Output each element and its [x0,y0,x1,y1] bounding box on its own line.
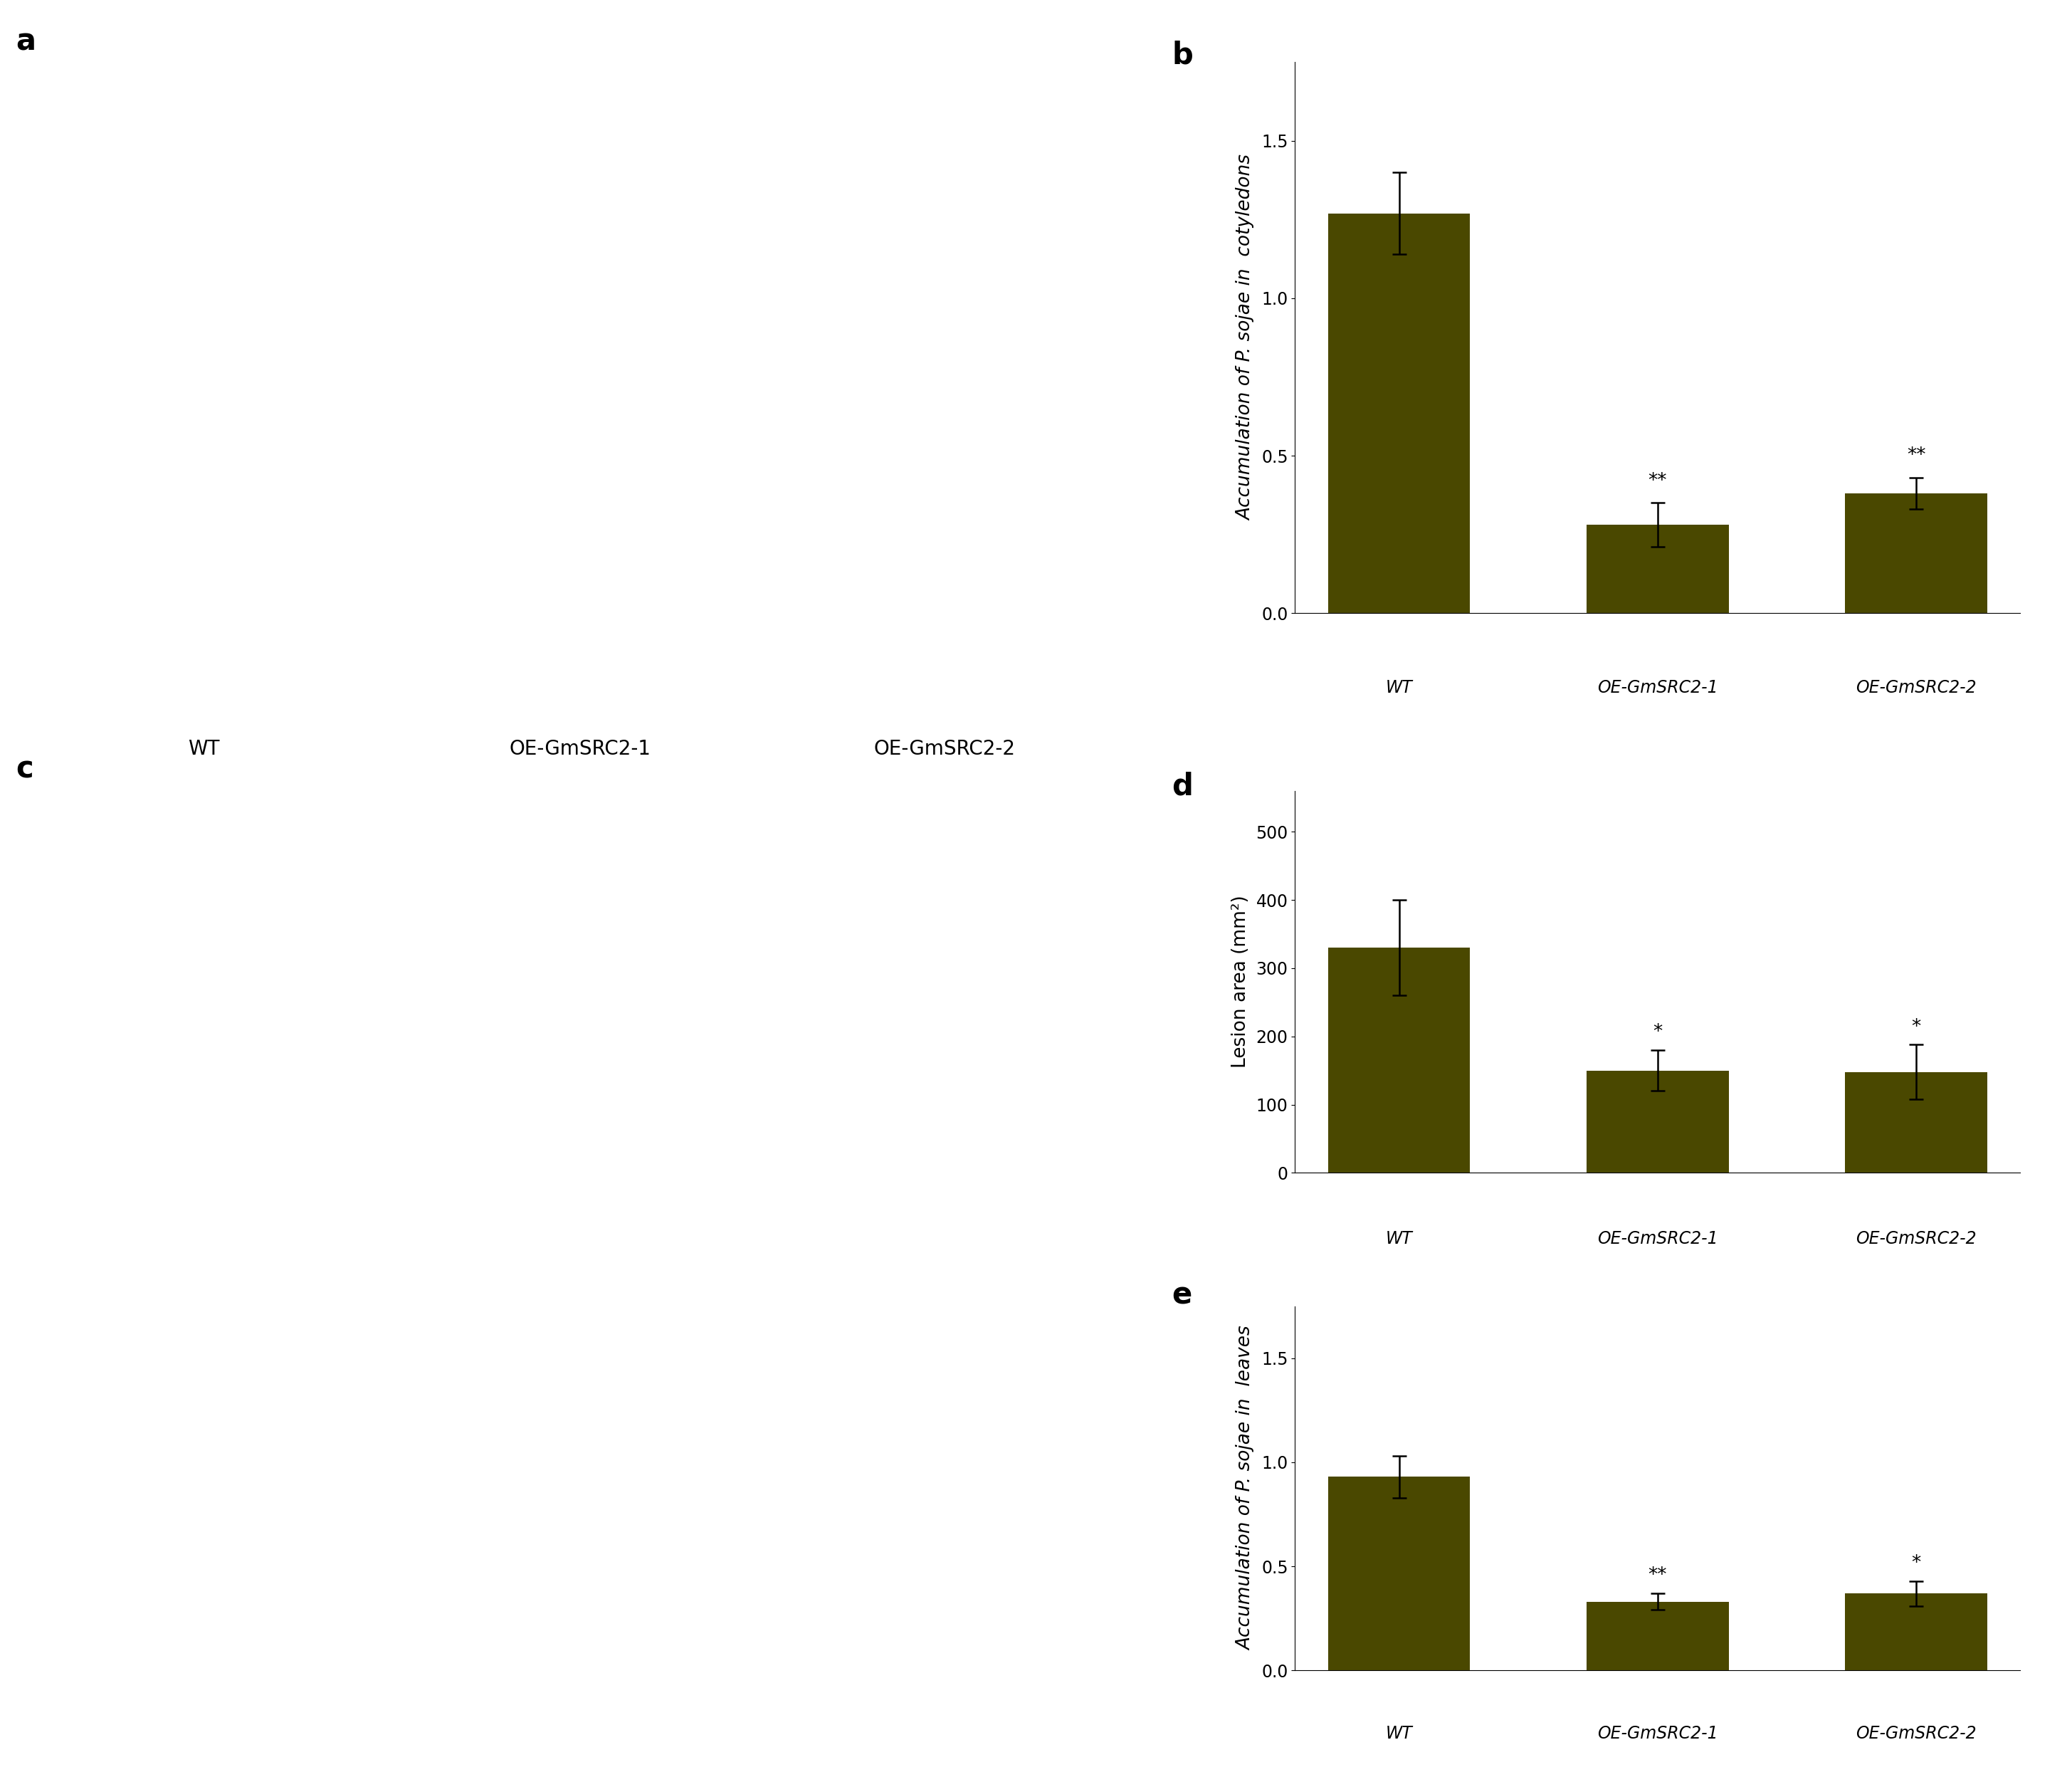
Text: WT: WT [1386,679,1413,697]
Bar [1328,213,1471,613]
Text: WT: WT [1386,1230,1413,1247]
Text: OE-GmSRC2-2: OE-GmSRC2-2 [874,739,1015,759]
Y-axis label: Accumulation of P. sojae in  leaves: Accumulation of P. sojae in leaves [1237,1326,1256,1651]
Text: a: a [17,27,35,57]
Bar [1844,494,1987,613]
Text: d: d [1173,771,1193,801]
Bar [1328,947,1471,1173]
Text: **: ** [1647,471,1668,490]
Text: mock: mock [17,176,73,197]
Text: *: * [1912,1555,1921,1573]
Bar [1844,1072,1987,1173]
Text: OE-GmSRC2-1: OE-GmSRC2-1 [1598,679,1718,697]
Text: c: c [17,755,33,784]
Text: e: e [1173,1281,1191,1310]
Text: WT: WT [189,739,220,759]
Bar [1587,1070,1728,1173]
Text: b: b [1173,41,1193,69]
Text: WT: WT [1386,1725,1413,1741]
Bar [1587,524,1728,613]
Text: OE-GmSRC2-1: OE-GmSRC2-1 [520,16,663,36]
Text: P6497: P6497 [17,531,81,553]
Text: OE-GmSRC2-2: OE-GmSRC2-2 [1857,1230,1977,1247]
Text: OE-GmSRC2-2: OE-GmSRC2-2 [1857,679,1977,697]
Text: **: ** [1906,446,1925,466]
Text: *: * [1912,1018,1921,1036]
Text: **: ** [1647,1567,1668,1585]
Text: OE-GmSRC2-1: OE-GmSRC2-1 [1598,1230,1718,1247]
Bar [1587,1601,1728,1670]
Text: OE-GmSRC2-1: OE-GmSRC2-1 [1598,1725,1718,1741]
Text: *: * [1653,1024,1662,1041]
Text: OE-GmSRC2-1: OE-GmSRC2-1 [510,739,651,759]
Text: OE-GmSRC2-2: OE-GmSRC2-2 [1857,1725,1977,1741]
Text: OE-GmSRC2-2: OE-GmSRC2-2 [852,16,992,36]
Y-axis label: Accumulation of P. sojae in  cotyledons: Accumulation of P. sojae in cotyledons [1237,155,1256,521]
Y-axis label: Lesion area (mm²): Lesion area (mm²) [1231,896,1249,1068]
Text: WT: WT [199,16,232,36]
Bar [1328,1477,1471,1670]
Bar [1844,1594,1987,1670]
